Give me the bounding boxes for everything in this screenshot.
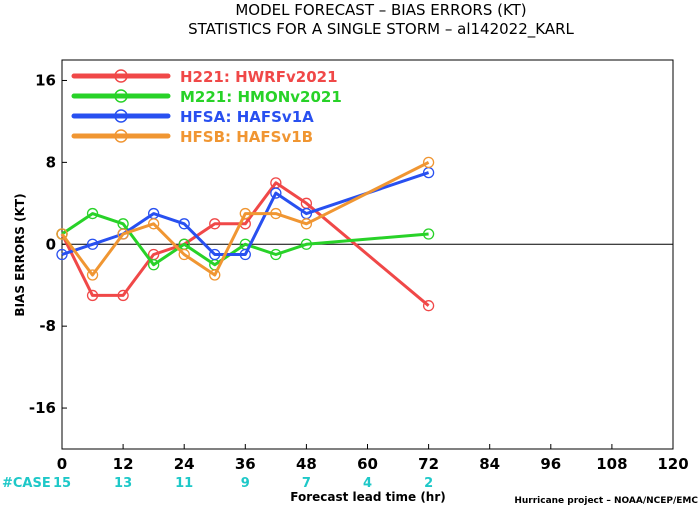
case-count: 7 (302, 476, 311, 491)
legend: H221: HWRFv2021 M221: HMONv2021 HFSA: HAFS… (71, 68, 342, 146)
legend-marker-3 (114, 109, 128, 123)
series-layer (56, 156, 435, 312)
case-count: 4 (363, 476, 372, 491)
legend-label-1: H221: HWRFv2021 (180, 68, 338, 86)
legend-marker-4 (114, 129, 128, 143)
series-line-4 (60, 161, 430, 277)
series-2-point (86, 207, 99, 220)
x-tick-label: 12 (113, 455, 134, 473)
series-2-point (422, 228, 435, 240)
series-line-2 (61, 212, 429, 267)
y-tick-label: 8 (46, 153, 56, 171)
x-tick-label: 48 (296, 455, 317, 473)
series-4-point (178, 248, 190, 261)
y-tick-label: 0 (46, 235, 56, 253)
x-tick-label: 72 (418, 455, 439, 473)
series-line-3 (61, 171, 430, 256)
series-1-point (117, 289, 129, 302)
y-tick-label: 16 (35, 71, 56, 89)
series-4-point (209, 269, 221, 281)
x-tick-label: 0 (57, 455, 67, 473)
series-4-point (270, 207, 282, 220)
series-3-point (270, 187, 282, 199)
series-1-point (86, 289, 99, 302)
case-count: 2 (424, 476, 433, 491)
series-4-point (86, 269, 99, 281)
x-tick-label: 96 (540, 455, 561, 473)
series-4-point (239, 207, 251, 220)
x-tick-label: 24 (174, 455, 195, 473)
x-tick-label: 84 (479, 455, 500, 473)
series-3-point (239, 248, 251, 261)
series-4-point (147, 218, 160, 230)
series-4-point (422, 156, 435, 169)
case-count: 13 (114, 476, 132, 491)
x-tick-label: 36 (235, 455, 256, 473)
credit-text: Hurricane project – NOAA/NCEP/EMC (514, 496, 698, 506)
case-label: #CASE (2, 476, 51, 491)
x-axis-ticks: 0 12 24 36 48 60 72 84 96 108 120 (57, 444, 689, 473)
series-3-point (86, 238, 99, 250)
series-4-point (56, 228, 68, 240)
legend-marker-1 (114, 69, 128, 83)
y-axis-ticks: -16 -8 0 8 16 (29, 71, 67, 417)
legend-label-3: HFSA: HAFSv1A (180, 108, 314, 126)
case-count: 9 (241, 476, 250, 491)
chart-subtitle: STATISTICS FOR A SINGLE STORM – al142022… (188, 20, 574, 39)
series-3-point (209, 248, 221, 261)
case-count: 15 (53, 476, 71, 491)
series-1-point (209, 218, 221, 230)
series-4-point (300, 218, 313, 230)
series-1-point (422, 300, 435, 312)
x-axis-label: Forecast lead time (hr) (290, 490, 446, 504)
x-tick-label: 60 (357, 455, 378, 473)
series-4-point (117, 228, 129, 240)
case-count-row: #CASE 15 13 11 9 7 4 2 (2, 476, 433, 491)
chart-title: MODEL FORECAST – BIAS ERRORS (KT) (235, 1, 526, 19)
case-count: 11 (175, 476, 193, 491)
y-axis-label: BIAS ERRORS (KT) (13, 193, 27, 316)
y-tick-label: -8 (39, 317, 56, 335)
series-line-1 (60, 181, 430, 307)
legend-label-4: HFSB: HAFSv1B (180, 128, 313, 146)
series-3-point (178, 218, 190, 230)
legend-marker-2 (114, 89, 128, 103)
series-3-point (56, 248, 68, 261)
x-tick-label: 108 (596, 455, 627, 473)
y-tick-label: -16 (29, 399, 56, 417)
series-2-point (147, 259, 160, 271)
legend-label-2: M221: HMONv2021 (180, 88, 342, 106)
series-2-point (270, 248, 282, 261)
x-tick-label: 120 (657, 455, 688, 473)
series-2-point (300, 238, 313, 250)
